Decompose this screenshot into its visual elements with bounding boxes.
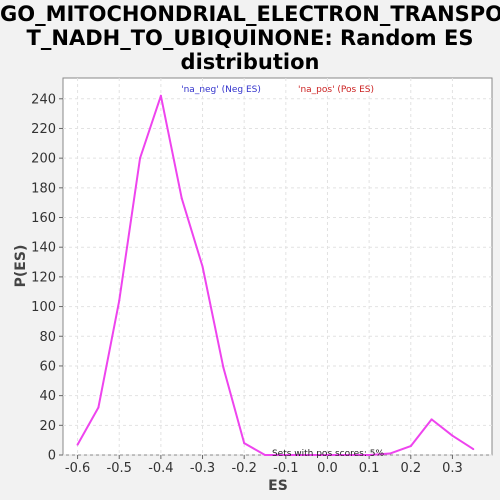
y-tick-label: 0	[48, 449, 56, 464]
y-tick-label: 60	[39, 359, 56, 374]
chart-title-line-3: distribution	[180, 50, 320, 74]
y-tick-label: 100	[31, 300, 56, 315]
y-tick-label: 200	[31, 152, 56, 167]
plot-area	[62, 77, 493, 456]
y-tick-label: 220	[31, 122, 56, 137]
data-point	[97, 406, 100, 409]
x-tick-label: -0.1	[273, 461, 298, 476]
series-layer	[76, 94, 475, 456]
data-point	[388, 452, 391, 455]
axis-ticks: 0 20 40 60 80 100 120 140 160 180 200 220 240 -0.6 -0.…	[31, 92, 463, 476]
data-point	[159, 94, 162, 97]
data-point	[305, 454, 308, 456]
data-point	[284, 454, 287, 456]
chart-title-line-1: GO_MITOCHONDRIAL_ELECTRON_TRANSPOR	[0, 2, 500, 26]
legend-item-pos: 'na_pos' (Pos ES)	[298, 85, 374, 95]
x-tick-label: -0.4	[148, 461, 173, 476]
data-point	[118, 299, 121, 302]
x-tick-label: -0.2	[231, 461, 256, 476]
y-tick-label: 140	[31, 241, 56, 256]
data-point	[222, 366, 225, 369]
y-tick-label: 80	[39, 330, 56, 345]
x-tick-label: -0.6	[65, 461, 90, 476]
chart-title-line-2: T_NADH_TO_UBIQUINONE: Random ES	[26, 26, 474, 50]
x-tick-label: -0.5	[107, 461, 132, 476]
series-line	[76, 94, 474, 456]
chart-title: GO_MITOCHONDRIAL_ELECTRON_TRANSPOR T_NAD…	[0, 2, 500, 74]
y-tick-label: 20	[39, 419, 56, 434]
x-axis-label: ES	[268, 478, 288, 494]
y-tick-label: 40	[39, 389, 56, 404]
data-point	[180, 197, 183, 200]
data-point	[451, 434, 454, 437]
x-tick-label: 0.0	[317, 461, 338, 476]
y-axis-label: P(ES)	[13, 245, 29, 288]
y-tick-label: 160	[31, 211, 56, 226]
data-point	[139, 157, 142, 160]
data-point	[76, 443, 79, 446]
legend-item-neg: 'na_neg' (Neg ES)	[181, 85, 261, 95]
pos-score-annotation: Sets with pos scores: 5%	[272, 449, 385, 459]
data-point	[201, 265, 204, 268]
data-point	[347, 454, 350, 456]
y-tick-label: 240	[31, 92, 56, 107]
data-point	[430, 418, 433, 421]
x-tick-label: 0.3	[442, 461, 463, 476]
data-point	[368, 454, 371, 456]
data-point	[472, 448, 475, 451]
data-point	[264, 454, 267, 456]
data-point	[409, 445, 412, 448]
data-point	[243, 442, 246, 445]
data-point	[326, 454, 329, 456]
x-tick-label: 0.1	[359, 461, 380, 476]
y-tick-label: 180	[31, 181, 56, 196]
x-tick-label: -0.3	[190, 461, 215, 476]
y-tick-label: 120	[31, 270, 56, 285]
x-tick-label: 0.2	[400, 461, 421, 476]
